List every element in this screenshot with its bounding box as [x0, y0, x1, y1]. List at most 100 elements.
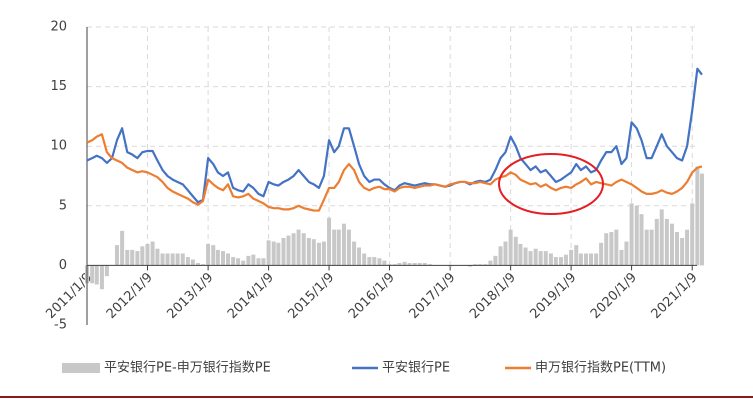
x-tick-label: 2019/1/9 — [528, 270, 580, 322]
y-tick-label: 0 — [59, 258, 67, 273]
legend-label: 平安银行PE-申万银行指数PE — [104, 361, 271, 376]
bar — [145, 243, 150, 266]
bar — [261, 258, 266, 266]
bar — [382, 260, 387, 266]
bar — [473, 264, 478, 266]
bar — [498, 246, 503, 266]
bar — [478, 264, 483, 266]
bar — [523, 247, 528, 266]
bar — [533, 248, 538, 266]
bar — [387, 264, 392, 266]
bar — [685, 229, 690, 266]
bar — [160, 253, 165, 266]
bar — [604, 233, 609, 266]
bar — [690, 203, 695, 266]
bar — [104, 265, 109, 277]
legend-label: 申万银行指数PE(TTM) — [535, 361, 666, 376]
bar — [427, 264, 432, 266]
bar — [513, 236, 518, 266]
bar — [417, 263, 422, 266]
y-tick-label: 5 — [59, 198, 67, 213]
bar — [553, 257, 558, 266]
bar — [695, 166, 700, 266]
bar — [563, 254, 568, 266]
x-tick-label: 2020/1/9 — [588, 270, 640, 322]
bar — [680, 237, 685, 266]
bar — [276, 242, 281, 266]
bar — [256, 258, 261, 266]
bar — [155, 248, 160, 266]
bar — [649, 229, 654, 266]
bar — [120, 230, 125, 266]
bar — [180, 253, 185, 266]
bar — [644, 229, 649, 266]
bar — [336, 229, 341, 266]
x-tick-label: 2021/1/9 — [649, 270, 701, 322]
x-tick-label: 2014/1/9 — [225, 270, 277, 322]
x-tick-label: 2015/1/9 — [285, 270, 337, 322]
bar — [286, 235, 291, 266]
bar — [488, 260, 493, 266]
bar — [251, 254, 256, 266]
bar — [241, 260, 246, 266]
bar — [634, 205, 639, 266]
bar — [215, 249, 220, 266]
bar — [185, 257, 190, 266]
bar — [211, 245, 216, 266]
bar — [352, 241, 357, 266]
bar — [599, 242, 604, 266]
legend-label: 平安银行PE — [382, 361, 450, 376]
bar — [493, 255, 498, 266]
bar — [619, 249, 624, 266]
bar — [341, 223, 346, 266]
bar — [569, 249, 574, 266]
bar — [392, 264, 397, 266]
bar — [357, 247, 362, 266]
bar — [346, 229, 351, 266]
bar — [236, 258, 241, 266]
bar — [639, 214, 644, 266]
bar — [372, 257, 377, 266]
bar — [362, 253, 367, 266]
bar — [483, 264, 488, 266]
bar — [659, 209, 664, 266]
line-series — [86, 67, 703, 204]
bar — [271, 241, 276, 266]
bar — [367, 257, 372, 266]
grid — [87, 26, 697, 266]
bar — [584, 253, 589, 266]
bar — [246, 255, 251, 266]
bar — [327, 217, 332, 266]
legend-swatch — [62, 363, 100, 373]
bar — [503, 241, 508, 266]
bar — [407, 263, 412, 266]
bar — [412, 263, 417, 266]
bar — [448, 265, 453, 267]
bar — [548, 253, 553, 266]
bar — [397, 263, 402, 266]
x-tick-label: 2017/1/9 — [407, 270, 459, 322]
bar — [130, 249, 135, 266]
bar — [221, 251, 226, 266]
bar — [206, 243, 211, 266]
y-tick-label: 20 — [50, 20, 67, 35]
bar — [614, 229, 619, 266]
bar — [624, 241, 629, 266]
bar — [170, 253, 175, 266]
bar — [321, 241, 326, 266]
y-tick-label: 15 — [50, 79, 67, 94]
y-tick-label: 10 — [50, 139, 67, 154]
bar — [296, 229, 301, 266]
bar — [175, 253, 180, 266]
bar — [301, 233, 306, 266]
x-tick-label: 2012/1/9 — [104, 270, 156, 322]
bar — [291, 233, 296, 266]
bar — [225, 253, 230, 266]
bar — [468, 265, 473, 267]
bar — [231, 257, 236, 266]
bar — [594, 253, 599, 266]
bar — [190, 259, 195, 266]
bar — [528, 251, 533, 266]
bar — [94, 265, 99, 285]
